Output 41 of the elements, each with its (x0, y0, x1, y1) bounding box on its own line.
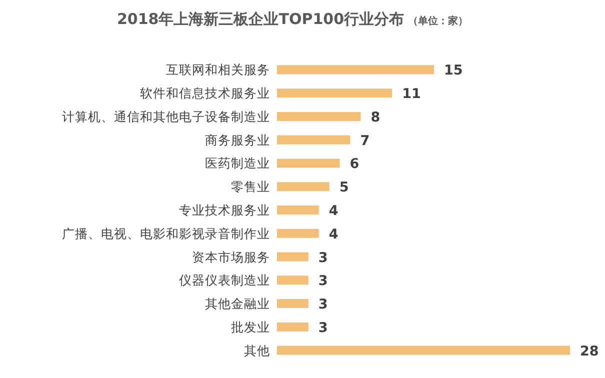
bar (277, 299, 308, 308)
bar (277, 65, 434, 74)
bar (277, 112, 361, 121)
y-tick-label: 计算机、通信和其他电子设备制造业 (62, 108, 270, 124)
bar (277, 322, 308, 332)
bar (277, 206, 319, 214)
data-label: 5 (339, 180, 349, 196)
y-tick-label: 其他金融业 (205, 296, 270, 312)
y-tick-label: 商务服务业 (205, 132, 270, 148)
data-label: 3 (318, 250, 328, 266)
data-label: 3 (318, 273, 328, 290)
bar (277, 158, 340, 168)
data-label: 8 (370, 109, 380, 126)
y-tick-label: 其他 (244, 342, 270, 358)
y-tick-label: 互联网和相关服务 (166, 62, 270, 78)
y-tick-label: 零售业 (231, 179, 270, 194)
data-label: 4 (328, 203, 338, 219)
y-tick-label: 仪器仪表制造业 (179, 272, 270, 288)
data-label: 4 (328, 226, 338, 242)
bar (277, 252, 308, 262)
bar (277, 276, 308, 285)
y-tick-label: 专业技术服务业 (179, 202, 270, 218)
data-label: 11 (402, 86, 421, 102)
data-label: 28 (580, 343, 599, 360)
bar (277, 228, 319, 238)
chart-subtitle: （单位：家） (408, 15, 468, 27)
data-label: 7 (360, 132, 370, 149)
data-label: 3 (318, 296, 328, 313)
data-label: 6 (350, 156, 360, 172)
y-tick-label: 批发业 (231, 319, 270, 334)
bar (277, 135, 350, 144)
data-label: 15 (444, 62, 463, 79)
bar (277, 346, 570, 355)
data-label: 3 (318, 320, 328, 336)
bar (277, 88, 392, 98)
chart-title: 2018年上海新三板企业TOP100行业分布 (116, 10, 404, 28)
y-tick-label: 医药制造业 (205, 156, 270, 171)
bar (277, 182, 330, 192)
y-tick-label: 软件和信息技术服务业 (140, 86, 270, 101)
y-tick-label: 广播、电视、电影和影视录音制作业 (62, 226, 270, 241)
y-tick-label: 资本市场服务 (192, 249, 270, 264)
